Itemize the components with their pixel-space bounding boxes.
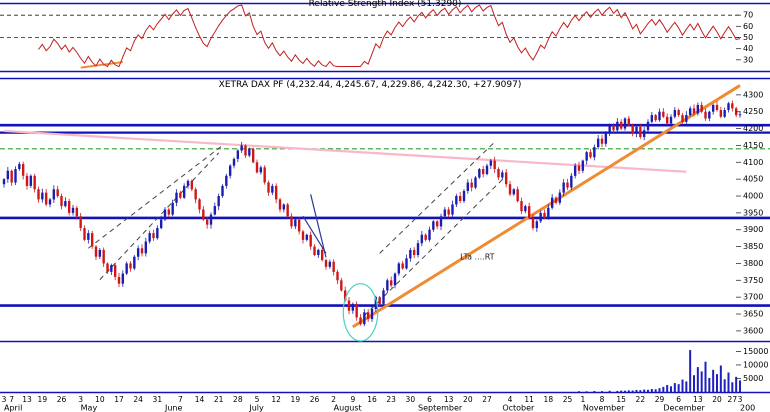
svg-text:April: April bbox=[4, 404, 22, 412]
svg-text:19: 19 bbox=[291, 395, 301, 404]
svg-text:3950: 3950 bbox=[743, 208, 763, 217]
lta-rt-annotation: LTa ....RT bbox=[460, 252, 495, 261]
svg-text:7: 7 bbox=[178, 395, 183, 404]
svg-text:40: 40 bbox=[743, 44, 753, 53]
volume-bars bbox=[578, 350, 741, 392]
svg-text:July: July bbox=[248, 404, 264, 412]
svg-text:60: 60 bbox=[743, 22, 753, 31]
svg-text:26: 26 bbox=[57, 395, 67, 404]
svg-text:2: 2 bbox=[331, 395, 336, 404]
svg-text:3: 3 bbox=[78, 395, 83, 404]
flag-line-2 bbox=[302, 215, 327, 254]
svg-text:4200: 4200 bbox=[743, 124, 763, 133]
svg-text:13: 13 bbox=[444, 395, 454, 404]
svg-text:3700: 3700 bbox=[743, 293, 763, 302]
svg-text:15000: 15000 bbox=[743, 347, 768, 356]
svg-text:22: 22 bbox=[636, 395, 646, 404]
svg-text:3850: 3850 bbox=[743, 242, 763, 251]
svg-text:50: 50 bbox=[743, 33, 753, 42]
reversal-ellipse-annotation bbox=[342, 283, 379, 342]
svg-text:24: 24 bbox=[133, 395, 143, 404]
support-resistance-lines bbox=[0, 123, 770, 307]
svg-text:10000: 10000 bbox=[743, 360, 768, 369]
svg-text:4100: 4100 bbox=[743, 158, 763, 167]
svg-text:21: 21 bbox=[214, 395, 224, 404]
svg-text:June: June bbox=[164, 404, 183, 412]
svg-text:31: 31 bbox=[153, 395, 163, 404]
svg-text:4300: 4300 bbox=[743, 90, 763, 99]
svg-text:23: 23 bbox=[386, 395, 396, 404]
x-axis-labels: 3 7 13 19 26 3 10 17 24 31 7 14 21 28 5 12 19 26 2 9 16 23 30 6… bbox=[2, 395, 756, 412]
svg-text:13: 13 bbox=[22, 395, 32, 404]
svg-text:September: September bbox=[418, 404, 463, 412]
svg-text:4250: 4250 bbox=[743, 107, 763, 116]
svg-text:15: 15 bbox=[616, 395, 626, 404]
svg-text:9: 9 bbox=[350, 395, 355, 404]
svg-text:30: 30 bbox=[406, 395, 416, 404]
svg-text:4000: 4000 bbox=[743, 192, 763, 201]
svg-text:200: 200 bbox=[740, 404, 755, 412]
orange-uptrend-line bbox=[352, 84, 741, 329]
svg-text:27: 27 bbox=[482, 395, 492, 404]
dashed-channel-1-upper bbox=[88, 145, 223, 249]
svg-text:December: December bbox=[663, 404, 705, 412]
svg-text:3: 3 bbox=[2, 395, 7, 404]
svg-text:10: 10 bbox=[95, 395, 105, 404]
svg-text:20: 20 bbox=[712, 395, 722, 404]
svg-text:5: 5 bbox=[255, 395, 260, 404]
svg-text:3750: 3750 bbox=[743, 276, 763, 285]
svg-text:17: 17 bbox=[114, 395, 124, 404]
svg-text:3900: 3900 bbox=[743, 225, 763, 234]
trendlines bbox=[3, 84, 741, 329]
dashed-channel-1-lower bbox=[99, 152, 220, 280]
svg-text:16: 16 bbox=[367, 395, 377, 404]
svg-text:12: 12 bbox=[271, 395, 281, 404]
svg-text:1: 1 bbox=[580, 395, 585, 404]
dashed-channel-2-lower bbox=[363, 175, 507, 317]
svg-text:6: 6 bbox=[676, 395, 681, 404]
svg-text:29: 29 bbox=[655, 395, 665, 404]
panel-borders bbox=[0, 2, 770, 394]
svg-text:13: 13 bbox=[693, 395, 703, 404]
svg-text:May: May bbox=[81, 404, 98, 412]
dashed-channel-2-upper bbox=[379, 141, 496, 254]
svg-text:26: 26 bbox=[310, 395, 320, 404]
annotations: LTa ....RT bbox=[342, 252, 495, 342]
candlestick-series bbox=[2, 100, 742, 327]
svg-text:28: 28 bbox=[233, 395, 243, 404]
svg-text:3650: 3650 bbox=[743, 310, 763, 319]
svg-text:August: August bbox=[334, 404, 362, 412]
svg-text:October: October bbox=[502, 404, 535, 412]
svg-text:4150: 4150 bbox=[743, 141, 763, 150]
svg-text:20: 20 bbox=[463, 395, 473, 404]
rsi-panel bbox=[0, 4, 741, 69]
svg-text:4: 4 bbox=[508, 395, 513, 404]
svg-text:3800: 3800 bbox=[743, 259, 763, 268]
rsi-orange-trend-segment bbox=[80, 61, 123, 69]
svg-text:4050: 4050 bbox=[743, 175, 763, 184]
svg-text:27: 27 bbox=[728, 395, 738, 404]
svg-text:3600: 3600 bbox=[743, 326, 763, 335]
axis-labels: 4300425042004150410040504000395039003850… bbox=[736, 11, 768, 383]
svg-text:30: 30 bbox=[743, 55, 753, 64]
svg-text:3: 3 bbox=[738, 395, 743, 404]
svg-text:19: 19 bbox=[38, 395, 48, 404]
svg-text:18: 18 bbox=[544, 395, 554, 404]
svg-text:6: 6 bbox=[427, 395, 432, 404]
svg-text:14: 14 bbox=[195, 395, 205, 404]
svg-text:November: November bbox=[583, 404, 625, 412]
svg-text:70: 70 bbox=[743, 11, 753, 20]
svg-text:5000: 5000 bbox=[743, 374, 763, 383]
svg-text:11: 11 bbox=[524, 395, 534, 404]
rsi-line bbox=[38, 4, 741, 68]
flag-line-1 bbox=[310, 194, 327, 258]
svg-text:25: 25 bbox=[563, 395, 573, 404]
svg-text:7: 7 bbox=[9, 395, 14, 404]
pink-resistance-trendline bbox=[3, 129, 687, 173]
svg-text:8: 8 bbox=[600, 395, 605, 404]
